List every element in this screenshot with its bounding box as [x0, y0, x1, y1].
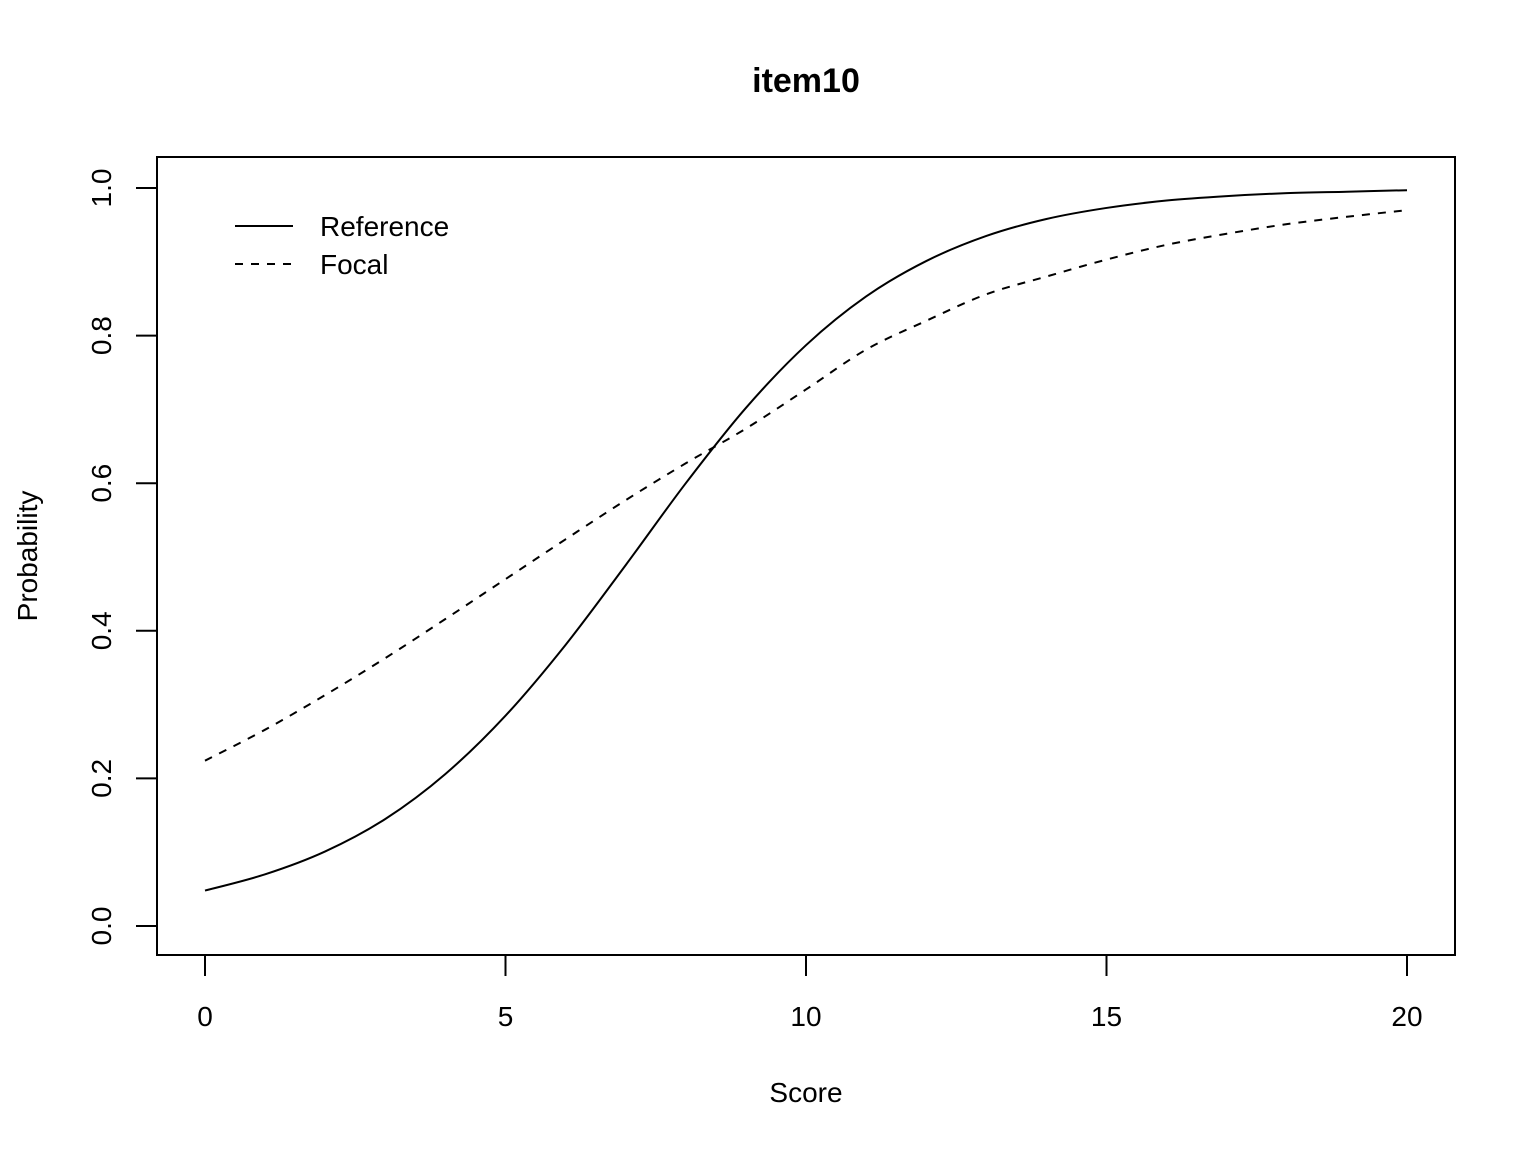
x-tick-label: 10	[790, 1001, 821, 1032]
series-layer	[204, 189, 1408, 892]
y-axis-label: Probability	[12, 491, 43, 622]
x-axis-label: Score	[769, 1077, 842, 1108]
x-tick-label: 20	[1391, 1001, 1422, 1032]
legend: Reference Focal	[235, 211, 449, 280]
y-axis: 0.0 0.2 0.4 0.6 0.8 1.0	[86, 169, 158, 946]
x-tick-label: 0	[197, 1001, 213, 1032]
series-line-focal	[204, 209, 1408, 762]
x-axis: 0 5 10 15 20	[197, 954, 1423, 1032]
legend-label-focal: Focal	[320, 249, 388, 280]
x-tick-label: 15	[1091, 1001, 1122, 1032]
y-tick-label: 0.2	[86, 759, 117, 798]
legend-label-reference: Reference	[320, 211, 449, 242]
series-line-reference	[204, 189, 1408, 892]
y-tick-label: 1.0	[86, 169, 117, 208]
y-tick-label: 0.6	[86, 464, 117, 503]
y-tick-label: 0.8	[86, 316, 117, 355]
chart-title: item10	[752, 62, 860, 100]
y-tick-label: 0.4	[86, 611, 117, 650]
y-tick-label: 0.0	[86, 907, 117, 946]
x-tick-label: 5	[498, 1001, 514, 1032]
